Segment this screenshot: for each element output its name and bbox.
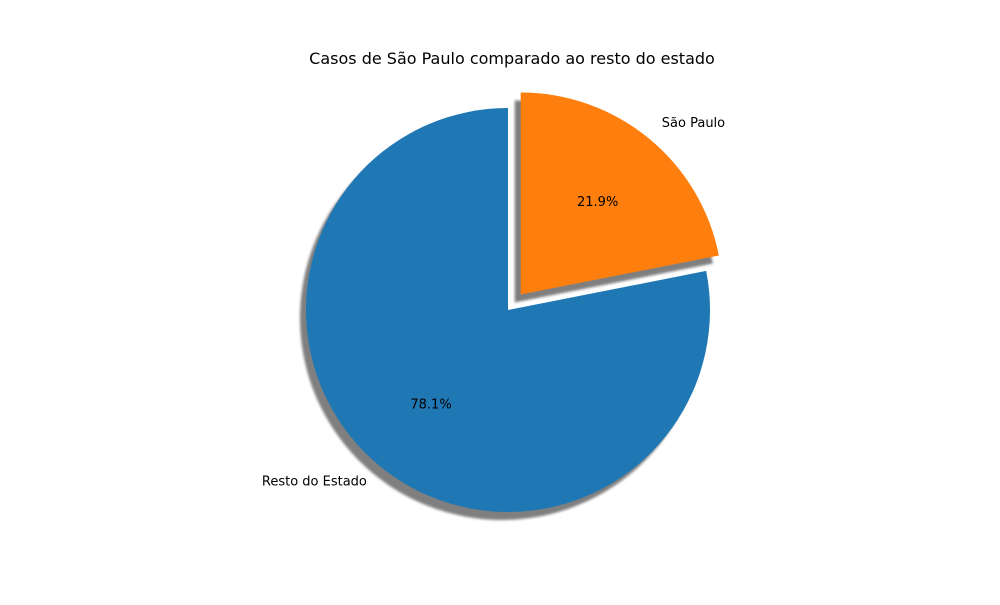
chart-title: Casos de São Paulo comparado ao resto do…: [309, 49, 715, 68]
slice-resto-do-estado: [306, 108, 710, 512]
slice-label-resto-do-estado: Resto do Estado: [262, 475, 367, 490]
pie-slices: [306, 92, 719, 512]
slice-label-sao-paulo: São Paulo: [662, 116, 725, 131]
pie-labels: São Paulo 21.9% Resto do Estado 78.1%: [262, 116, 725, 490]
slice-percent-resto-do-estado: 78.1%: [410, 398, 451, 413]
slice-sao-paulo: [520, 92, 719, 295]
slice-percent-sao-paulo: 21.9%: [577, 195, 618, 210]
